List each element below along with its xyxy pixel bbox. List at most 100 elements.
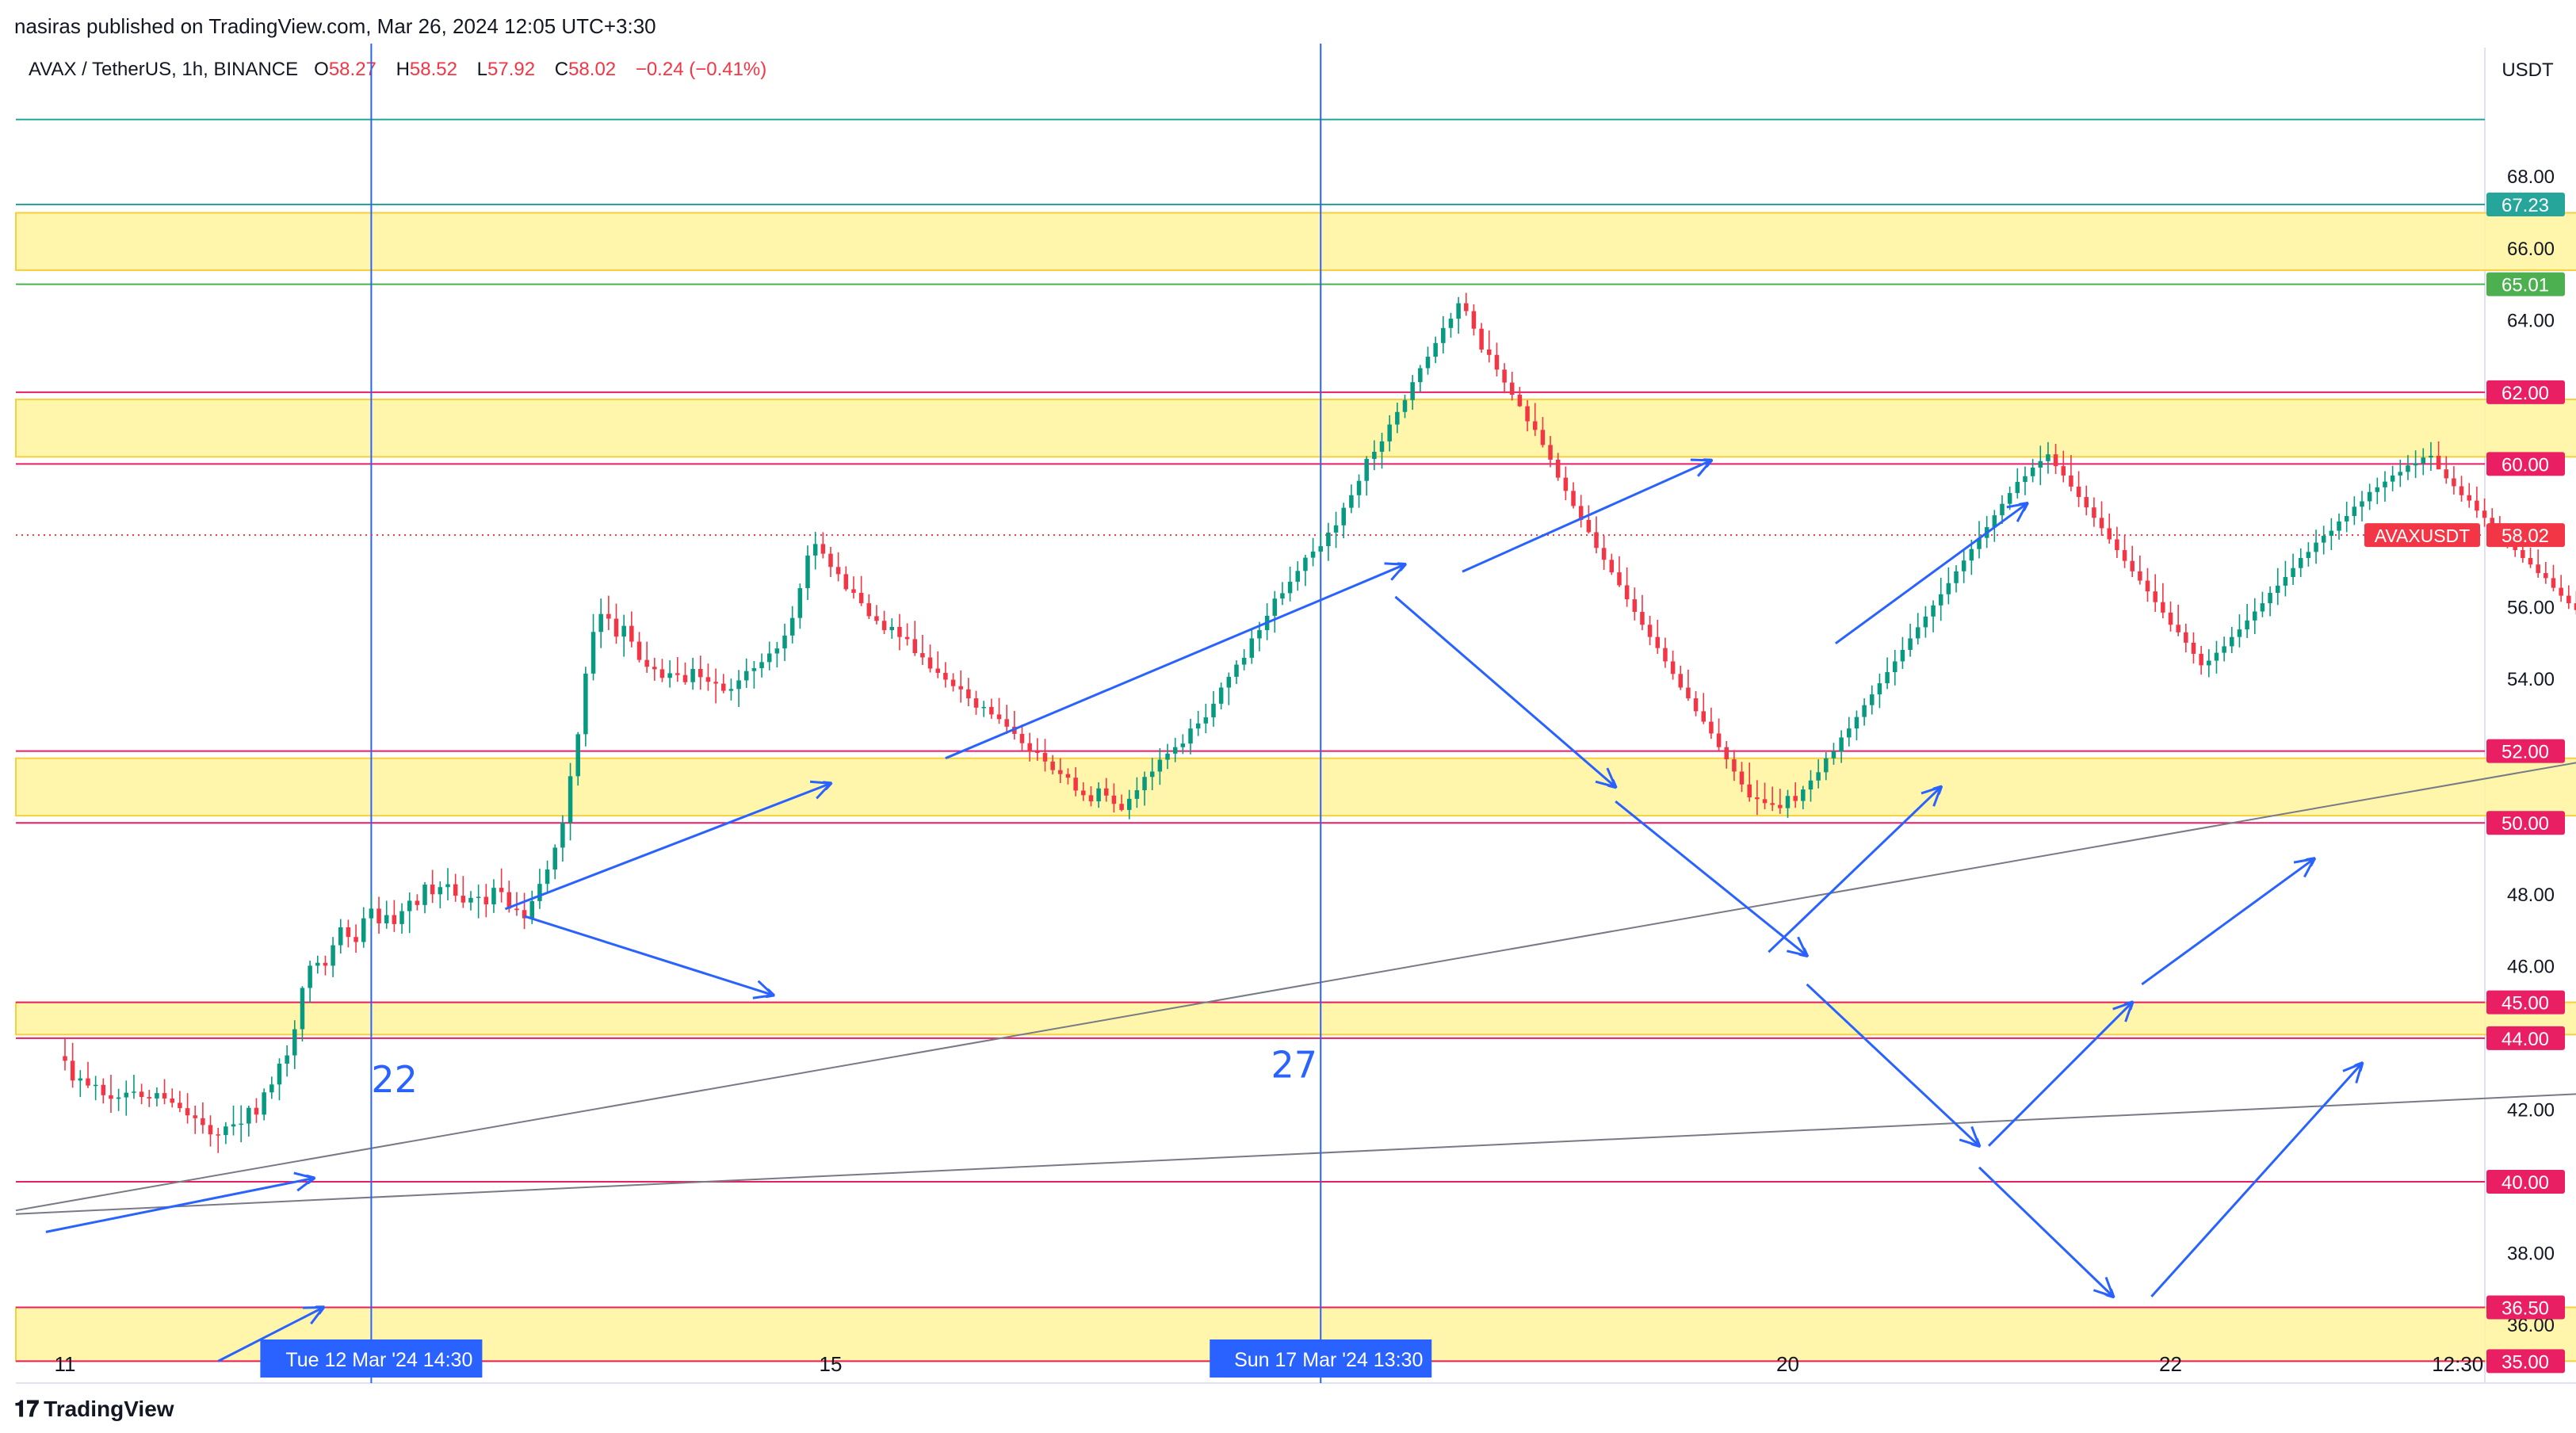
candle-body [2367,491,2372,502]
candle-body [1969,548,1974,561]
candle-body [1494,354,1500,370]
candle-body [1785,796,1791,808]
candle-body [1104,788,1109,796]
candle-body [989,706,994,715]
candle-body [178,1102,182,1109]
candle-body [1019,733,1025,743]
candle-body [2046,454,2050,461]
price-label: 45.00 [2501,993,2549,1015]
candle-body [2436,456,2441,470]
projection-arrow [2150,1064,2362,1297]
candle-body [1678,674,1684,688]
candle-body [568,776,573,823]
low-value: 57.92 [487,59,536,80]
candle-body [881,621,887,631]
candle-body [1425,357,1431,369]
candle-body [1601,548,1607,560]
price-label-bg [2486,380,2565,404]
candle-body [1050,761,1055,770]
y-tick-label: 48.00 [2507,885,2555,906]
candle-body [2237,629,2242,637]
candle-body [996,714,1002,720]
candle-body [231,1124,236,1127]
price-label-bg [2486,452,2565,476]
symbol-name[interactable]: AVAX / TetherUS, 1h, BINANCE [29,59,299,80]
candle-body [185,1108,190,1116]
candle-body [958,686,963,690]
candle-body [2406,465,2410,472]
candle-body [1816,772,1821,781]
candle-body [1149,771,1155,778]
price-label: 58.02 [2501,525,2549,547]
candle-body [93,1084,98,1087]
candle-body [2444,469,2449,479]
candle-body [2176,625,2180,632]
price-label: 40.00 [2501,1172,2549,1194]
candle-body [1923,616,1928,628]
date-badge-bg [260,1339,483,1378]
price-label: 67.23 [2501,195,2549,216]
candle-body [438,887,443,895]
candle-body [483,896,489,904]
candle-body [835,567,841,575]
candle-body [399,911,404,924]
candle-body [2452,478,2456,487]
candle-body [1801,789,1806,801]
candle-body [2306,552,2311,559]
candle-body [1854,716,1859,729]
candle-body [468,897,473,903]
candle-body [124,1092,129,1098]
candle-body [1824,758,1829,773]
price-label: 60.00 [2501,454,2549,476]
candle-body [1410,382,1415,400]
candle-body [1257,630,1262,639]
candle-body [2321,535,2326,543]
candle-body [2329,530,2334,536]
candle-body [2260,603,2265,612]
candle-body [751,668,757,671]
price-label-bg [2486,193,2565,217]
candle-body [1111,795,1117,804]
candle-body [1961,560,1966,571]
candle-body [1732,759,1737,772]
date-badge: Sun 17 Mar '24 13:30 [1234,1349,1423,1371]
candle-body [1747,784,1752,798]
candle-body [1402,399,1408,412]
candle-body [63,1056,67,1061]
candle-body [514,908,519,911]
candle-body [2069,475,2073,487]
tradingview-logo: 𝟏𝟕 TradingView [14,1397,174,1421]
arrow-head [2112,1001,2134,1022]
candle-body [1172,747,1178,754]
arrow-head [752,980,775,999]
projection-arrow [1806,983,1979,1146]
candle-body [499,888,504,892]
candle-body [1119,804,1124,810]
candle-body [851,589,856,593]
candle-body [1326,532,1331,547]
candle-body [1134,789,1140,799]
candle-body [78,1078,83,1081]
candle-body [2352,506,2357,517]
arrow-head [293,1171,315,1192]
candle-body [1915,627,1921,639]
candle-body [2099,518,2104,529]
candle-body [2344,516,2349,522]
candle-body [2184,632,2188,643]
candle-body [2360,501,2364,507]
candle-body [1211,703,1216,718]
candle-body [1387,424,1392,441]
candle-body [1900,649,1905,662]
candle-body [1532,421,1538,430]
candle-body [308,965,312,988]
arrow-head [2006,502,2028,522]
candle-body [1870,694,1875,705]
published-header: nasiras published on TradingView.com, Ma… [14,14,656,38]
candle-body [2130,560,2135,571]
candle-body [743,671,749,681]
price-label-bg [2486,523,2565,548]
arrow-head [809,780,832,800]
candle-body [1540,430,1546,445]
candle-body [1578,506,1584,521]
